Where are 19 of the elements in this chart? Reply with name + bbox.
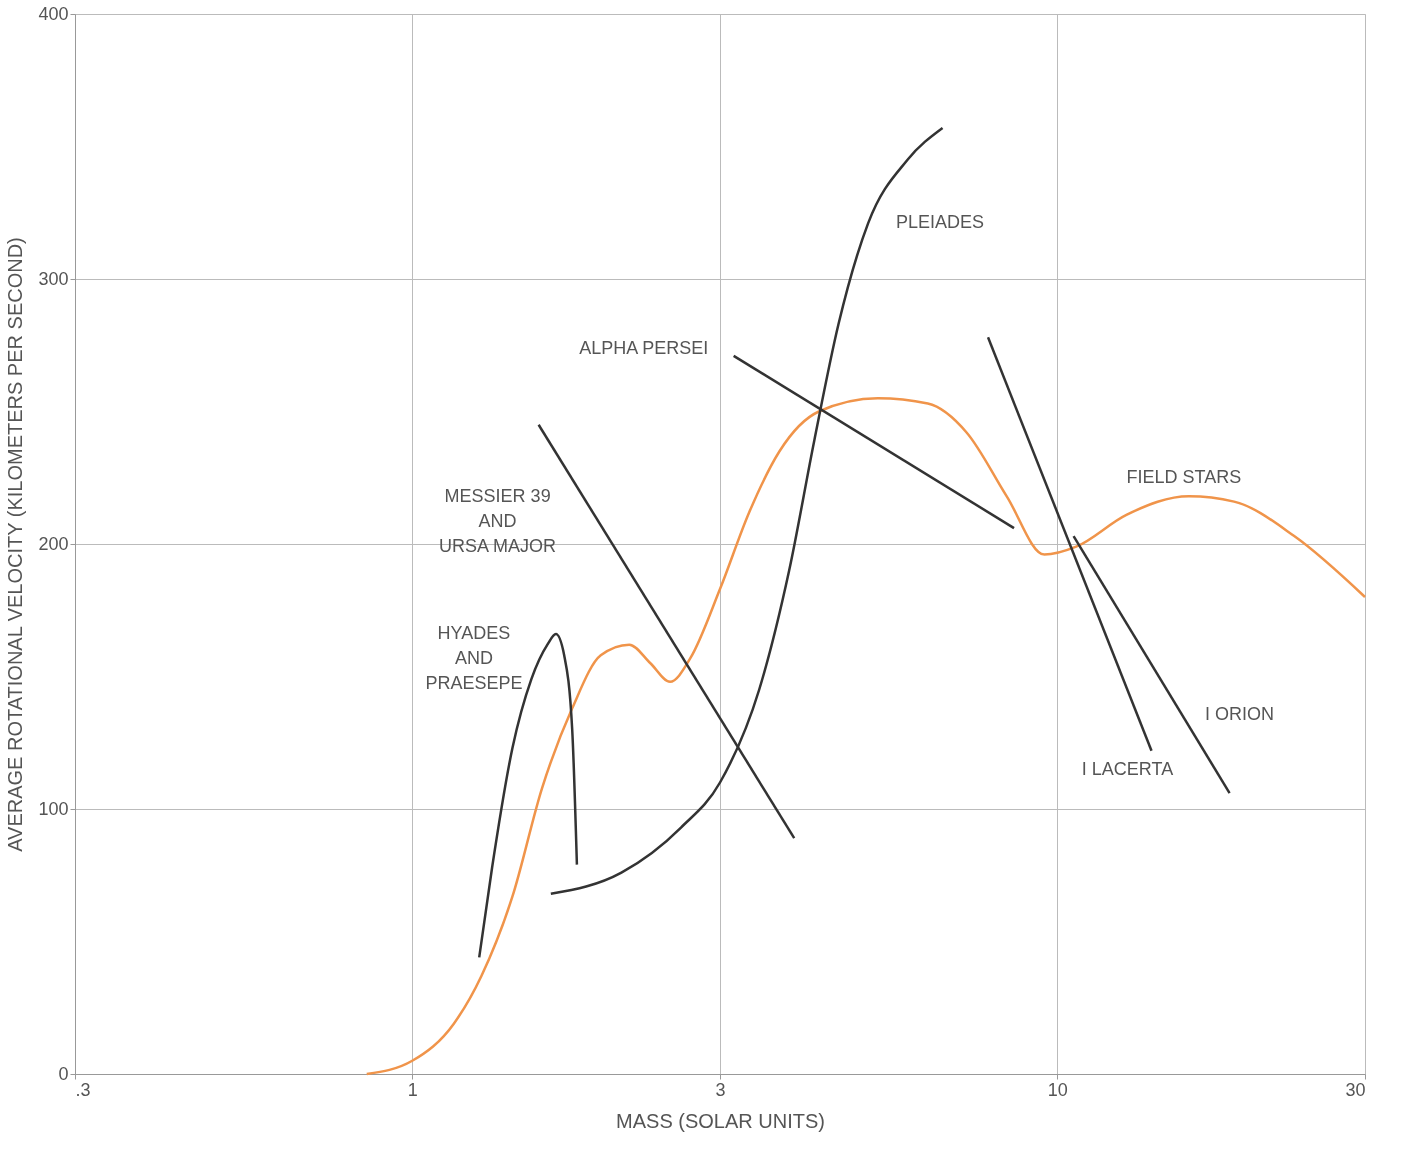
series-label: PLEIADES [896,212,985,233]
y-axis-title: AVERAGE ROTATIONAL VELOCITY (KILOMETERS PER SECOND) [4,237,27,852]
y-tick-label: 100 [38,798,69,819]
y-tick-label: 200 [38,533,69,554]
series-label: FIELD STARS [1126,467,1242,488]
x-tick-label: 3 [715,1079,726,1100]
y-tick-label: 0 [58,1063,69,1084]
x-tick-label: 1 [407,1079,418,1100]
series-label: MESSIER 39 AND URSA MAJOR [439,485,557,556]
x-tick-label: .3 [75,1079,91,1100]
y-tick-label: 300 [38,268,69,289]
series-label: I ORION [1205,704,1275,725]
x-tick-label: 10 [1047,1079,1068,1100]
y-tick-label: 400 [38,3,69,24]
x-tick-label: 30 [1345,1079,1366,1100]
series-label: HYADES AND PRAESEPE [425,623,523,694]
series-label: ALPHA PERSEI [579,337,709,358]
x-axis-title: MASS (SOLAR UNITS) [616,1109,825,1132]
series-label: I LACERTA [1081,758,1174,779]
